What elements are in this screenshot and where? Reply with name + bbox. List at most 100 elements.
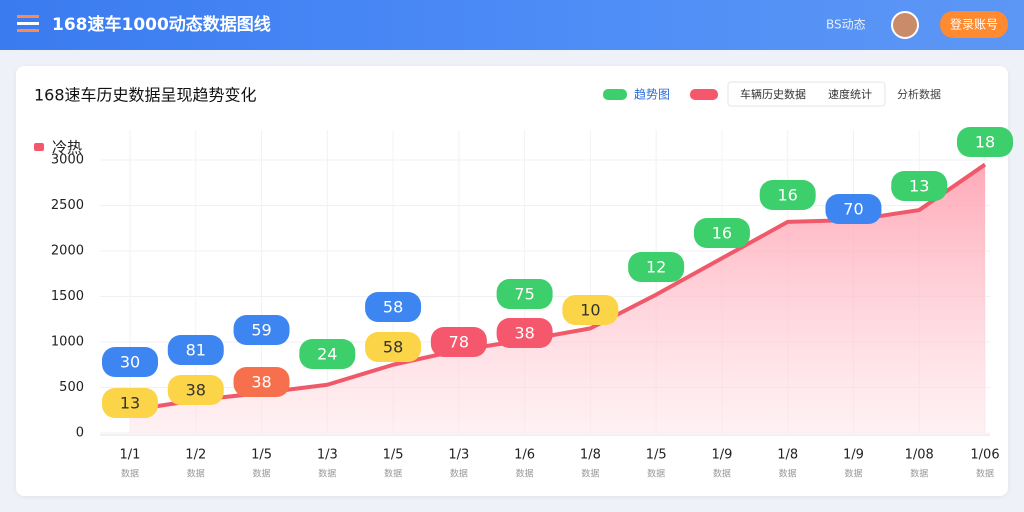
pill [562,295,619,325]
pill [365,332,422,362]
y-tick-label: 3000 [51,153,84,168]
x-sub-label: 数据 [713,468,731,480]
x-sub-label: 数据 [647,468,665,480]
x-tick-label: 1/5 [383,448,404,463]
annotation-pill: 38 [167,375,224,405]
annotation-pill: 16 [759,180,816,210]
pill [825,194,882,224]
x-sub-label: 数据 [844,468,862,480]
pill [496,318,553,348]
pill-label: 38 [514,324,534,343]
annotation-pill: 78 [430,327,487,357]
legend-box[interactable] [727,81,886,107]
x-tick-label: 1/9 [843,448,864,463]
pill-label: 81 [186,341,206,360]
x-sub-label: 数据 [253,468,271,480]
x-tick-label: 1/3 [317,448,338,463]
annotation-pill: 59 [233,315,290,345]
pill-label: 75 [514,285,534,304]
legend-label[interactable]: 车辆历史数据 [740,87,806,101]
pill-label: 38 [251,373,271,392]
pill-label: 10 [580,301,600,320]
annotation-pill: 16 [693,218,750,248]
x-sub-label: 数据 [779,468,797,480]
y-tick-label: 1000 [51,335,84,350]
login-button[interactable] [940,11,1008,38]
annotation-pill: 12 [628,252,685,282]
pill [299,339,356,369]
pill-label: 58 [383,298,403,317]
annotation-pill: 30 [102,347,158,377]
y-tick-label: 0 [76,426,84,441]
pill-label: 58 [383,338,403,357]
y-tick-label: 2000 [51,244,84,259]
annotation-pill: 58 [365,292,422,322]
x-sub-label: 数据 [581,468,599,480]
annotation-pill: 38 [233,367,290,397]
pill [102,388,158,418]
annotation-pill: 38 [496,318,553,348]
x-tick-label: 1/6 [514,448,535,463]
x-sub-label: 数据 [450,468,468,480]
pill [430,327,487,357]
pill-label: 12 [646,258,666,277]
x-sub-label: 数据 [976,468,994,480]
y-tick-label: 2500 [51,198,84,213]
x-sub-label: 数据 [910,468,928,480]
pill-label: 38 [186,381,206,400]
pill [233,367,290,397]
pill-label: 70 [843,200,863,219]
annotation-pill: 70 [825,194,882,224]
pill-label: 78 [449,333,469,352]
pill-label: 16 [778,186,798,205]
x-sub-label: 数据 [318,468,336,480]
legend-swatch [690,89,718,100]
annotation-pill: 18 [957,127,1013,157]
header-title: 168速车1000动态数据图线 [52,14,271,35]
y-axis-label: 冷热 [52,139,82,157]
chart-title: 168速车历史数据呈现趋势变化 [34,86,257,105]
pill-label: 30 [120,353,140,372]
pill-label: 18 [975,133,995,152]
x-sub-label: 数据 [384,468,402,480]
annotation-pill: 24 [299,339,356,369]
x-tick-label: 1/5 [251,448,272,463]
y-tick-label: 1500 [51,289,84,304]
y-label-swatch [34,143,44,151]
x-tick-label: 1/8 [580,448,601,463]
pill [167,335,224,365]
user-name: BS动态 [826,18,866,32]
pill [233,315,290,345]
annotation-pill: 75 [496,279,553,309]
x-tick-label: 1/9 [711,448,732,463]
legend-label[interactable]: 趋势图 [634,88,670,102]
pill [759,180,816,210]
legend-swatch [603,89,627,100]
pill [628,252,685,282]
avatar[interactable] [891,11,919,39]
x-tick-label: 1/06 [970,448,999,463]
pill-label: 59 [251,321,271,340]
annotation-pill: 58 [365,332,422,362]
pill-label: 24 [317,345,337,364]
pill [102,347,158,377]
x-tick-label: 1/3 [448,448,469,463]
x-tick-label: 1/5 [646,448,667,463]
x-tick-label: 1/08 [905,448,934,463]
pill [167,375,224,405]
pill [891,171,948,201]
pill [693,218,750,248]
pill-label: 13 [120,394,140,413]
pill-label: 13 [909,177,929,196]
y-tick-label: 500 [59,380,84,395]
annotation-pill: 81 [167,335,224,365]
login-button-label[interactable]: 登录账号 [950,17,998,32]
x-tick-label: 1/8 [777,448,798,463]
x-tick-label: 1/2 [185,448,206,463]
legend-label[interactable]: 速度统计 [828,87,872,101]
x-tick-label: 1/1 [120,448,141,463]
legend-label[interactable]: 分析数据 [897,87,941,101]
menu-icon[interactable] [17,15,39,32]
